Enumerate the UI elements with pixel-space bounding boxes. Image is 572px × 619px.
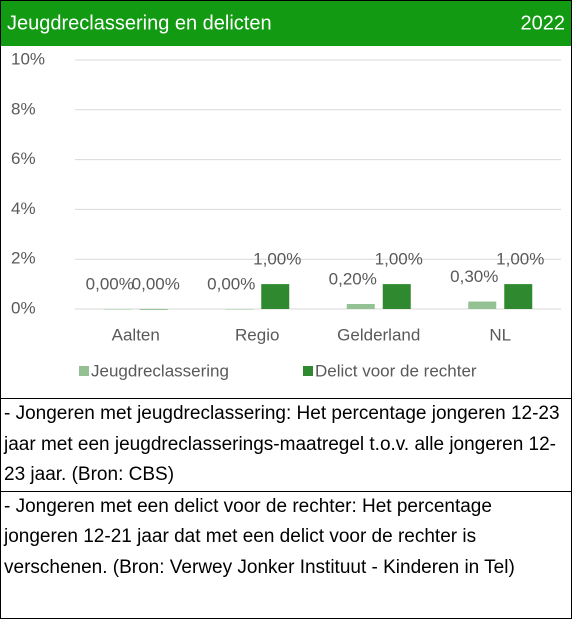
y-tick-label: 6%	[11, 149, 36, 168]
notes: - Jongeren met jeugdreclassering: Het pe…	[1, 398, 571, 583]
header-bar	[1, 1, 571, 46]
y-tick-label: 10%	[11, 49, 45, 68]
x-tick-label: NL	[489, 325, 511, 344]
bar	[346, 304, 375, 309]
bar	[225, 309, 254, 310]
chart: Jeugdreclassering en delicten 2022 0% 2% 4…	[1, 1, 571, 380]
value-label: 1,00%	[253, 250, 301, 269]
bar	[504, 284, 533, 309]
chart-title: Jeugdreclassering en delicten	[7, 12, 272, 34]
y-tick-label: 0%	[11, 298, 36, 317]
value-label: 1,00%	[375, 250, 423, 269]
bar	[382, 284, 411, 309]
note: - Jongeren met jeugdreclassering: Het pe…	[1, 398, 571, 491]
legend-swatch	[303, 366, 313, 376]
bar	[139, 309, 168, 310]
y-tick-label: 8%	[11, 99, 36, 118]
bar	[468, 301, 497, 309]
x-tick-label: Gelderland	[337, 325, 420, 344]
y-tick-label: 2%	[11, 249, 36, 268]
legend-label: Jeugdreclassering	[91, 361, 229, 380]
value-label: 0,30%	[450, 267, 498, 286]
x-tick-label: Aalten	[112, 325, 160, 344]
value-label: 0,20%	[329, 270, 377, 289]
note: - Jongeren met een delict voor de rechte…	[1, 490, 571, 584]
x-tick-label: Regio	[235, 325, 279, 344]
legend-label: Delict voor de rechter	[315, 361, 477, 380]
value-label: 0,00%	[86, 274, 134, 293]
y-tick-label: 4%	[11, 199, 36, 218]
value-label: 1,00%	[496, 250, 544, 269]
bar	[103, 309, 132, 310]
value-label: 0,00%	[207, 274, 255, 293]
bar	[261, 284, 290, 309]
legend-swatch	[79, 366, 89, 376]
chart-year: 2022	[521, 12, 566, 34]
value-label: 0,00%	[132, 274, 180, 293]
